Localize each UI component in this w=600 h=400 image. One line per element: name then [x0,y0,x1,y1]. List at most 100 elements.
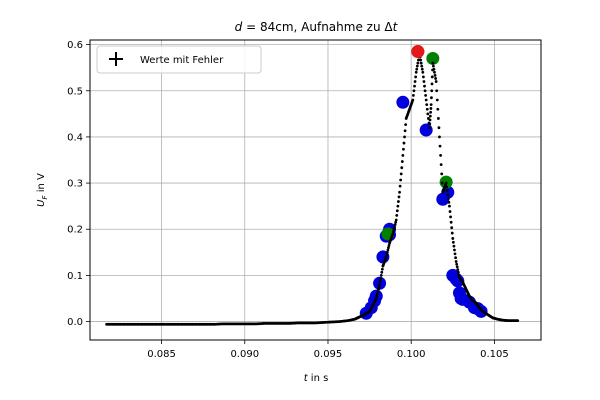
data-point [454,256,457,260]
data-point [516,319,520,323]
marker-point [396,95,410,109]
data-point [430,89,434,93]
data-point [425,107,429,111]
data-point [436,117,440,120]
legend-marker-plus-icon [109,52,123,66]
data-point [453,252,457,256]
data-point [396,204,400,208]
data-point [424,98,428,102]
data-point [376,290,380,293]
data-point [430,75,434,79]
data-point [435,89,439,93]
data-point [425,103,429,107]
data-point [422,80,426,83]
data-point [397,195,401,199]
data-point [426,112,430,116]
data-point [420,67,424,71]
x-tick-label: 0.105 [480,349,509,360]
data-point [384,255,388,259]
data-point [455,265,459,269]
x-axis-label: t in s [304,373,329,384]
data-point [437,126,441,130]
data-point [423,89,427,93]
data-point [448,210,452,213]
data-point [433,70,436,74]
data-point [380,267,384,271]
data-point [455,262,459,266]
data-point [456,270,460,274]
marker-point [419,123,433,137]
chart-title: d = 84cm, Aufnahme zu Δt [235,20,399,34]
data-point [444,181,448,185]
data-point [434,77,438,80]
axis-ticks: 0.085 0.090 0.095 0.100 0.105 0.0 0.1 0.2 0.3 0.4… [67,40,509,360]
data-point [413,80,417,83]
data-point [439,153,442,157]
data-point [385,250,389,254]
data-point [450,231,454,235]
x-tick-label: 0.090 [230,349,259,360]
data-point [447,200,451,204]
data-point [416,61,420,65]
data-point [433,73,437,77]
data-point [440,172,444,176]
data-point [436,107,440,111]
legend: Werte mit Fehler [96,45,262,74]
data-point [445,185,449,189]
data-point [404,123,408,127]
data-point [400,166,404,170]
data-point [412,89,416,93]
data-point [449,215,452,219]
data-point [454,260,458,263]
data-point [431,61,435,65]
data-point [452,244,456,248]
data-point [392,230,395,233]
data-point [421,75,425,79]
data-point [453,248,456,252]
data-point [387,243,391,247]
data-point [430,82,434,86]
data-point [375,292,379,296]
data-point [379,273,383,277]
data-point [420,64,424,68]
data-point [412,93,415,97]
legend-box [96,45,262,74]
data-point [451,240,455,244]
y-axis-label: UF in V [36,173,49,207]
data-point [428,114,432,118]
data-point [402,141,406,145]
data-point [398,184,402,188]
data-point [429,107,433,110]
data-point [403,129,407,133]
data-point [393,223,397,227]
data-point [446,193,450,197]
grid [90,40,541,340]
data-point [428,126,431,130]
y-tick-label: 0.5 [67,86,83,97]
data-point [428,122,432,126]
data-point [398,190,401,194]
data-point [400,160,404,163]
data-point [413,84,416,88]
data-point [428,118,432,122]
y-tick-label: 0.4 [67,132,83,143]
data-point [402,147,405,151]
data-point [423,84,426,88]
data-point [378,283,381,287]
y-tick-label: 0.2 [67,225,83,236]
marker-point [426,51,440,65]
data-point [414,75,418,79]
data-point [434,80,438,83]
data-point [415,64,419,68]
data-point [432,67,436,71]
data-point [424,93,428,97]
data-point [411,98,415,102]
data-point [438,144,442,148]
data-point [401,153,405,157]
data-point [397,200,400,203]
data-point [440,181,444,185]
data-point [392,227,396,231]
data-point [393,225,396,229]
data-point [374,297,378,300]
